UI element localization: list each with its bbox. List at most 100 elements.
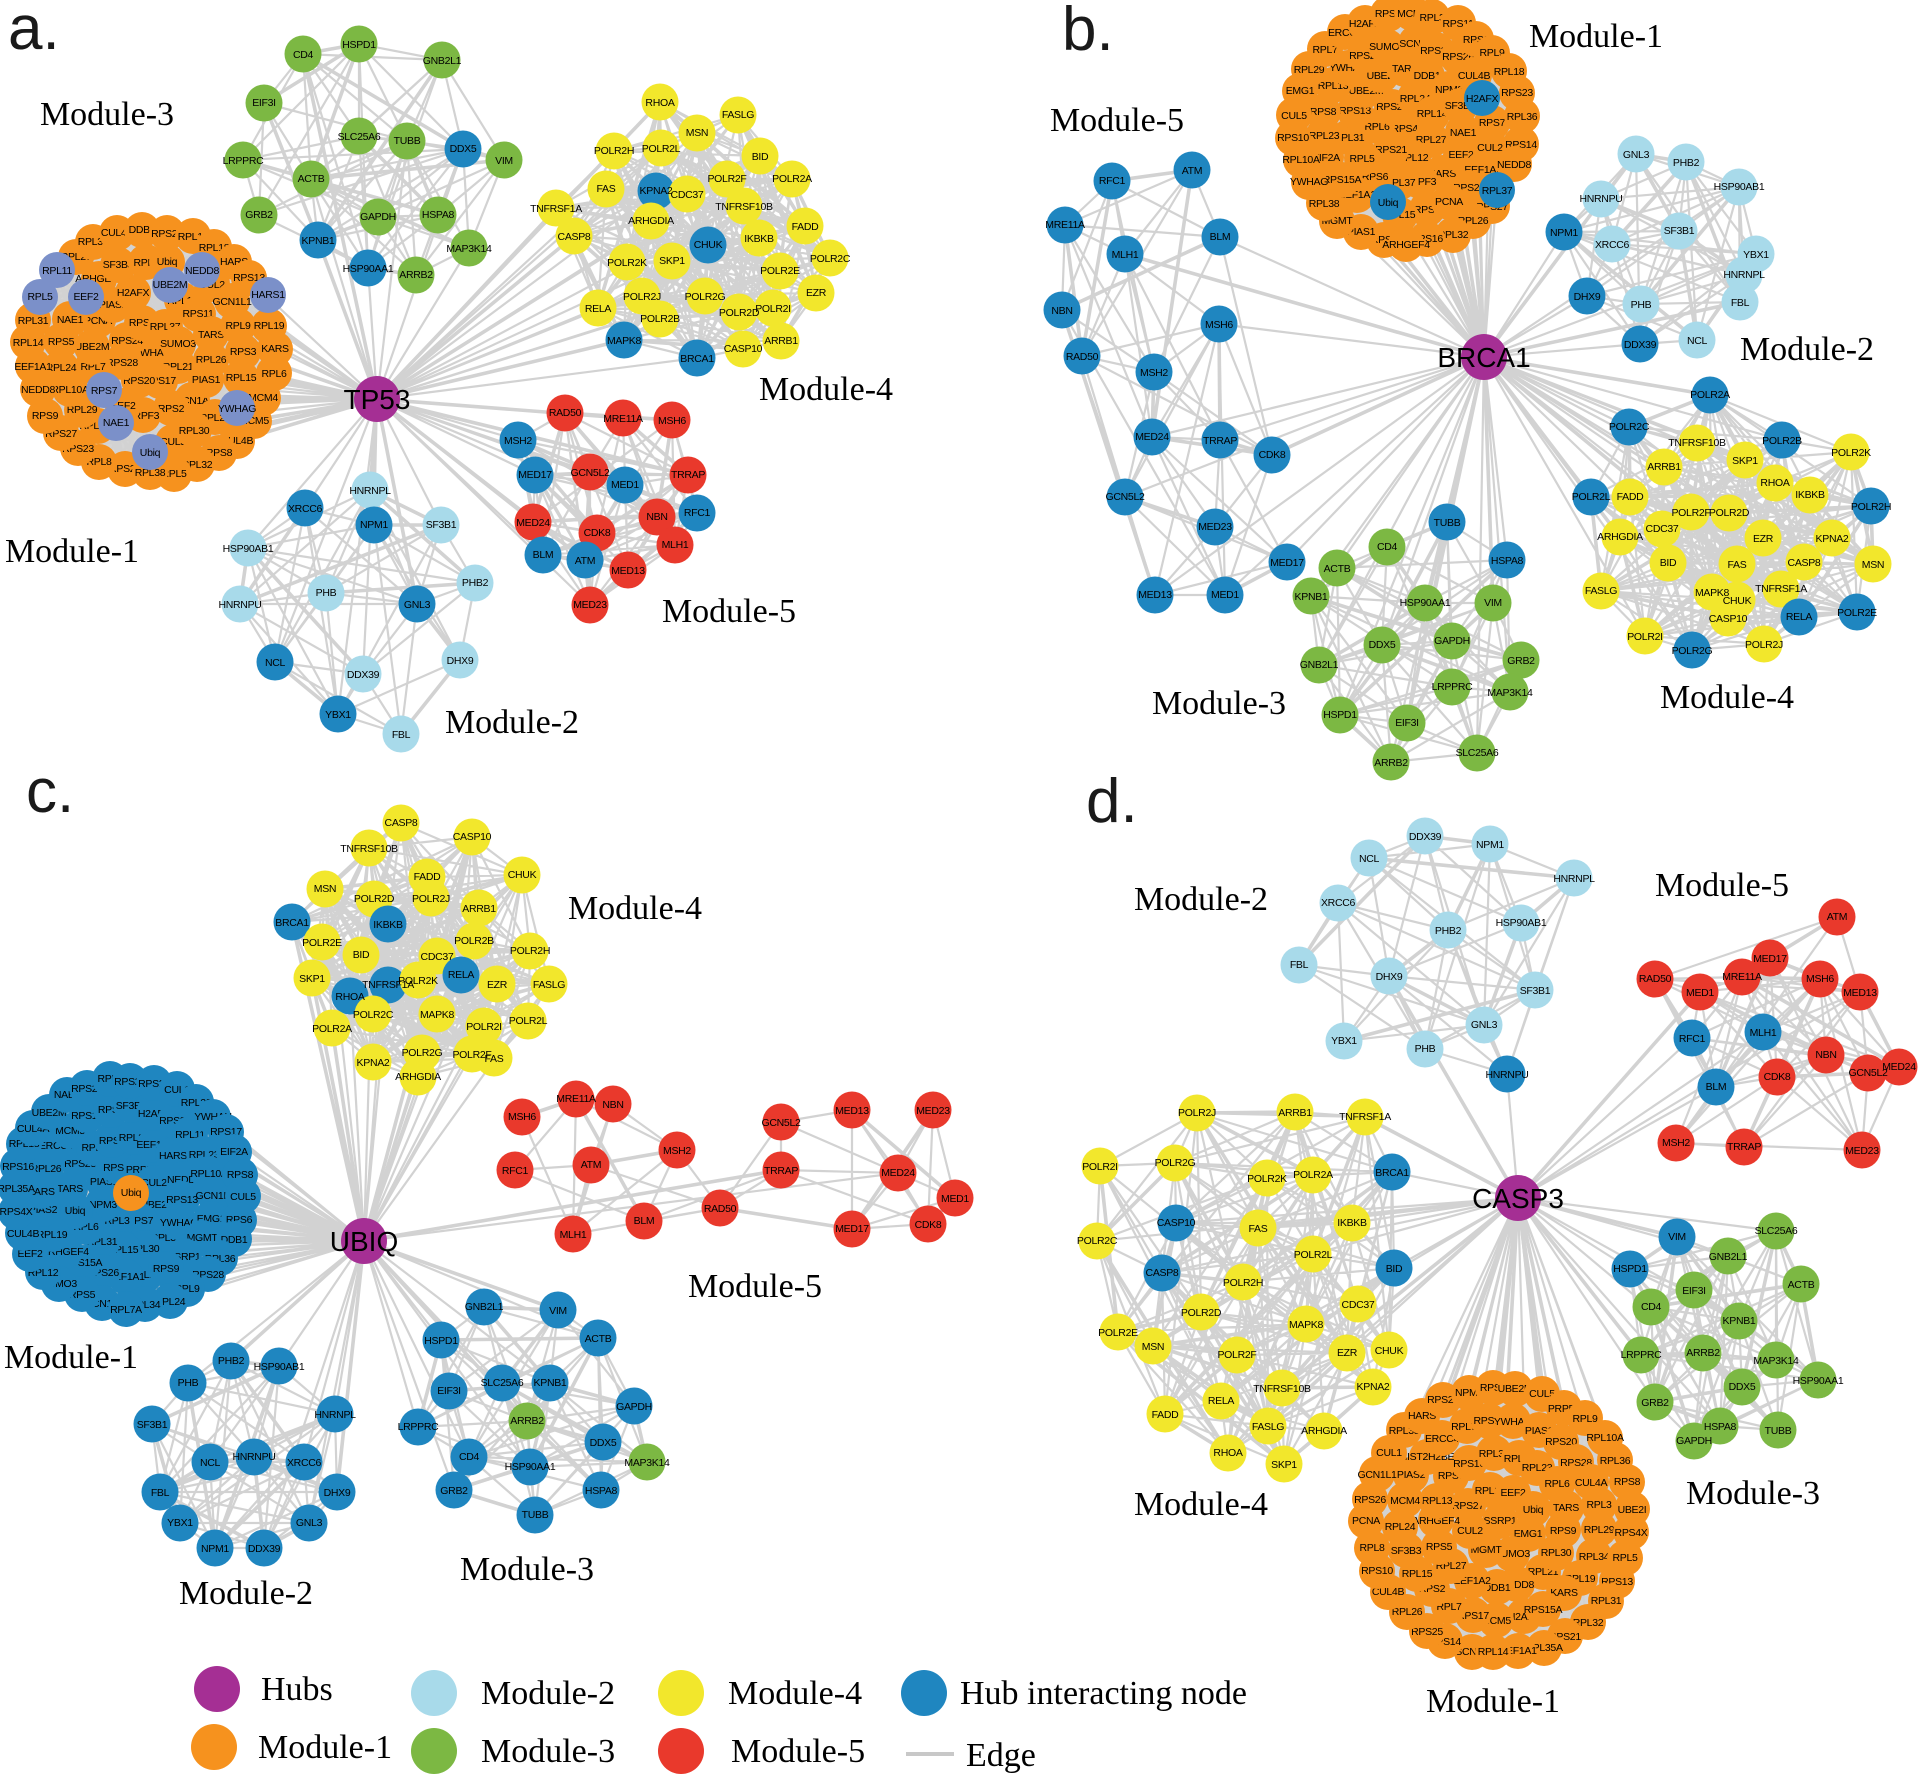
svg-text:IKBKB: IKBKB [373, 919, 403, 931]
svg-text:RPS20: RPS20 [1545, 1436, 1577, 1448]
svg-text:NCL: NCL [1687, 335, 1708, 347]
svg-text:GCN5L2: GCN5L2 [1848, 1067, 1888, 1079]
svg-text:KARS: KARS [1550, 1587, 1578, 1599]
svg-text:GCN1L1: GCN1L1 [1357, 1469, 1397, 1481]
svg-text:RPS5: RPS5 [69, 1289, 96, 1301]
svg-text:TNFRSF1A: TNFRSF1A [1339, 1111, 1391, 1123]
svg-text:GRB2: GRB2 [245, 209, 273, 221]
svg-text:PCNA: PCNA [1352, 1515, 1380, 1527]
svg-text:DDX39: DDX39 [1409, 831, 1442, 843]
svg-text:POLR2L: POLR2L [1294, 1249, 1333, 1261]
svg-text:UBE2M: UBE2M [1498, 1383, 1533, 1395]
svg-text:SLC25A6: SLC25A6 [338, 131, 381, 143]
svg-text:RAD50: RAD50 [1066, 351, 1099, 363]
svg-text:YWHAG: YWHAG [1290, 176, 1328, 188]
svg-text:CDC37: CDC37 [421, 951, 454, 963]
svg-text:POLR2I: POLR2I [466, 1021, 502, 1033]
svg-text:Ubiq: Ubiq [121, 1187, 142, 1199]
svg-text:GNB2L1: GNB2L1 [1300, 659, 1339, 671]
svg-text:PHB2: PHB2 [218, 1355, 245, 1367]
svg-text:RAD50: RAD50 [1639, 973, 1672, 985]
svg-text:EIF2A: EIF2A [1312, 152, 1340, 164]
svg-text:FASLG: FASLG [533, 979, 565, 991]
svg-text:KPNA2: KPNA2 [1816, 533, 1849, 545]
svg-text:GAPDH: GAPDH [360, 211, 396, 223]
svg-text:RPL36: RPL36 [1600, 1455, 1631, 1467]
svg-text:RPL29: RPL29 [67, 404, 98, 416]
svg-text:RPS4X: RPS4X [1615, 1527, 1648, 1539]
svg-text:NCL: NCL [265, 657, 286, 669]
svg-text:NAE1: NAE1 [103, 417, 130, 429]
svg-text:PHB: PHB [316, 587, 337, 599]
svg-text:BID: BID [1660, 557, 1677, 569]
svg-text:POLR2L: POLR2L [509, 1015, 548, 1027]
svg-text:RFC1: RFC1 [502, 1165, 529, 1177]
svg-text:MSN: MSN [1862, 559, 1884, 571]
svg-text:Module-4: Module-4 [1134, 1486, 1268, 1523]
svg-text:TUBB: TUBB [1765, 1425, 1792, 1437]
svg-text:RPL31: RPL31 [1591, 1595, 1622, 1607]
svg-text:FBL: FBL [1290, 959, 1309, 971]
svg-text:MED23: MED23 [916, 1105, 950, 1117]
svg-text:POLR2C: POLR2C [1609, 421, 1650, 433]
svg-text:POLR2L: POLR2L [642, 143, 681, 155]
svg-text:RPL38: RPL38 [1309, 198, 1340, 210]
svg-text:c.: c. [26, 757, 74, 826]
svg-text:RPS5: RPS5 [1426, 1541, 1453, 1553]
svg-text:RPS21: RPS21 [1375, 144, 1407, 156]
svg-text:XRCC6: XRCC6 [287, 1457, 322, 1469]
svg-text:POLR2H: POLR2H [1851, 501, 1891, 513]
svg-text:HSP90AB1: HSP90AB1 [223, 543, 274, 555]
svg-text:POLR2E: POLR2E [1837, 607, 1877, 619]
svg-text:RPL10A: RPL10A [190, 1168, 228, 1180]
svg-text:BID: BID [1386, 1263, 1403, 1275]
svg-text:RPL35A: RPL35A [0, 1183, 35, 1195]
svg-text:XRCC6: XRCC6 [1321, 897, 1356, 909]
svg-text:RPS15A: RPS15A [1524, 1604, 1563, 1616]
svg-text:PHB2: PHB2 [1673, 157, 1700, 169]
svg-text:EMG1: EMG1 [1514, 1528, 1543, 1540]
svg-text:Ubiq: Ubiq [157, 256, 178, 268]
svg-text:Hubs: Hubs [261, 1671, 333, 1708]
svg-text:GRB2: GRB2 [440, 1485, 468, 1497]
svg-text:HSP90AB1: HSP90AB1 [1496, 917, 1547, 929]
svg-text:BLM: BLM [1706, 1081, 1727, 1093]
svg-text:MSN: MSN [314, 883, 336, 895]
svg-text:MRE11A: MRE11A [1722, 971, 1762, 983]
svg-text:POLR2K: POLR2K [1831, 447, 1871, 459]
svg-text:RPS3: RPS3 [230, 346, 257, 358]
svg-text:BID: BID [752, 151, 769, 163]
svg-text:HNRNPU: HNRNPU [232, 1451, 275, 1463]
svg-text:H2AFX: H2AFX [117, 287, 150, 299]
svg-text:DDX39: DDX39 [248, 1543, 281, 1555]
svg-text:CHUK: CHUK [694, 239, 723, 251]
svg-text:LRPPRC: LRPPRC [223, 155, 265, 167]
svg-text:RPS10: RPS10 [1361, 1565, 1393, 1577]
svg-text:RPL14: RPL14 [1417, 108, 1448, 120]
svg-text:MLH1: MLH1 [1750, 1027, 1777, 1039]
svg-text:DDX39: DDX39 [1624, 339, 1657, 351]
svg-text:EIF3I: EIF3I [437, 1385, 461, 1397]
svg-text:TRRAP: TRRAP [764, 1165, 798, 1177]
svg-text:ARHGDIA: ARHGDIA [1301, 1425, 1347, 1437]
svg-text:POLR2B: POLR2B [454, 935, 494, 947]
svg-text:Ubiq: Ubiq [1378, 197, 1399, 209]
svg-text:Module-4: Module-4 [568, 890, 702, 927]
svg-text:CUL1: CUL1 [1376, 1447, 1402, 1459]
svg-text:SLC25A6: SLC25A6 [1456, 747, 1499, 759]
svg-text:ARRB1: ARRB1 [1647, 461, 1681, 473]
svg-text:CHUK: CHUK [1723, 595, 1752, 607]
svg-text:TNFRSF1A: TNFRSF1A [530, 203, 582, 215]
svg-text:DHX9: DHX9 [324, 1487, 351, 1499]
svg-text:POLR2I: POLR2I [1627, 631, 1663, 643]
svg-text:RPL8: RPL8 [1359, 1542, 1385, 1554]
svg-text:CD4: CD4 [293, 49, 314, 61]
svg-text:POLR2D: POLR2D [354, 893, 395, 905]
svg-text:CD4: CD4 [1377, 541, 1398, 553]
svg-text:SKP1: SKP1 [1271, 1459, 1297, 1471]
svg-text:POLR2A: POLR2A [1293, 1169, 1333, 1181]
svg-text:MAP3K14: MAP3K14 [1487, 687, 1533, 699]
svg-text:RPS10: RPS10 [1277, 132, 1309, 144]
svg-text:NAE1: NAE1 [57, 314, 84, 326]
svg-text:d.: d. [1086, 767, 1138, 836]
